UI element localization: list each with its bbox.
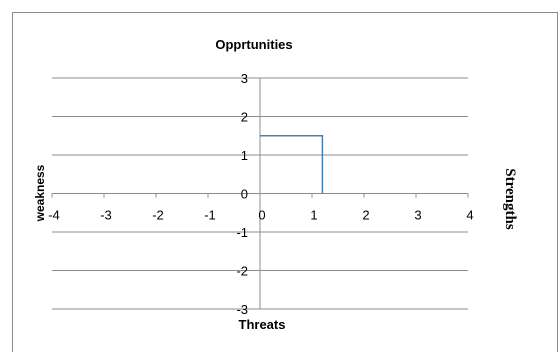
tick-labels: -4 -3 -2 -1 0 1 2 3 4 -3 -2 -1 0 1 2 3 bbox=[48, 71, 473, 317]
chart-frame bbox=[12, 12, 558, 352]
y-tick-label-0: 0 bbox=[241, 187, 248, 202]
x-tick-label-1: 1 bbox=[310, 208, 317, 223]
x-tick-label--1: -1 bbox=[204, 208, 216, 223]
y-tick-label--1: -1 bbox=[236, 225, 248, 240]
y-tick-label-3: 3 bbox=[241, 71, 248, 86]
x-tick-label-4: 4 bbox=[466, 208, 473, 223]
x-tick-label--4: -4 bbox=[48, 208, 60, 223]
x-axis-label: Threats bbox=[239, 317, 286, 332]
axes bbox=[51, 77, 469, 310]
x-tick-label-3: 3 bbox=[414, 208, 421, 223]
y-tick-label--2: -2 bbox=[236, 264, 248, 279]
x-tick-label--2: -2 bbox=[152, 208, 164, 223]
x-tick-label--3: -3 bbox=[100, 208, 112, 223]
y-tick-label-2: 2 bbox=[241, 110, 248, 125]
x-tick-label-2: 2 bbox=[362, 208, 369, 223]
chart-title: Opprtunities bbox=[215, 37, 292, 52]
series-line-0 bbox=[260, 135, 324, 194]
series-layer bbox=[260, 135, 324, 194]
right-axis-label: Strengths bbox=[502, 168, 518, 230]
y-tick-label-1: 1 bbox=[241, 148, 248, 163]
y-tick-label--3: -3 bbox=[236, 302, 248, 317]
left-axis-label: weakness bbox=[33, 164, 47, 222]
x-tick-label-0: 0 bbox=[258, 208, 265, 223]
